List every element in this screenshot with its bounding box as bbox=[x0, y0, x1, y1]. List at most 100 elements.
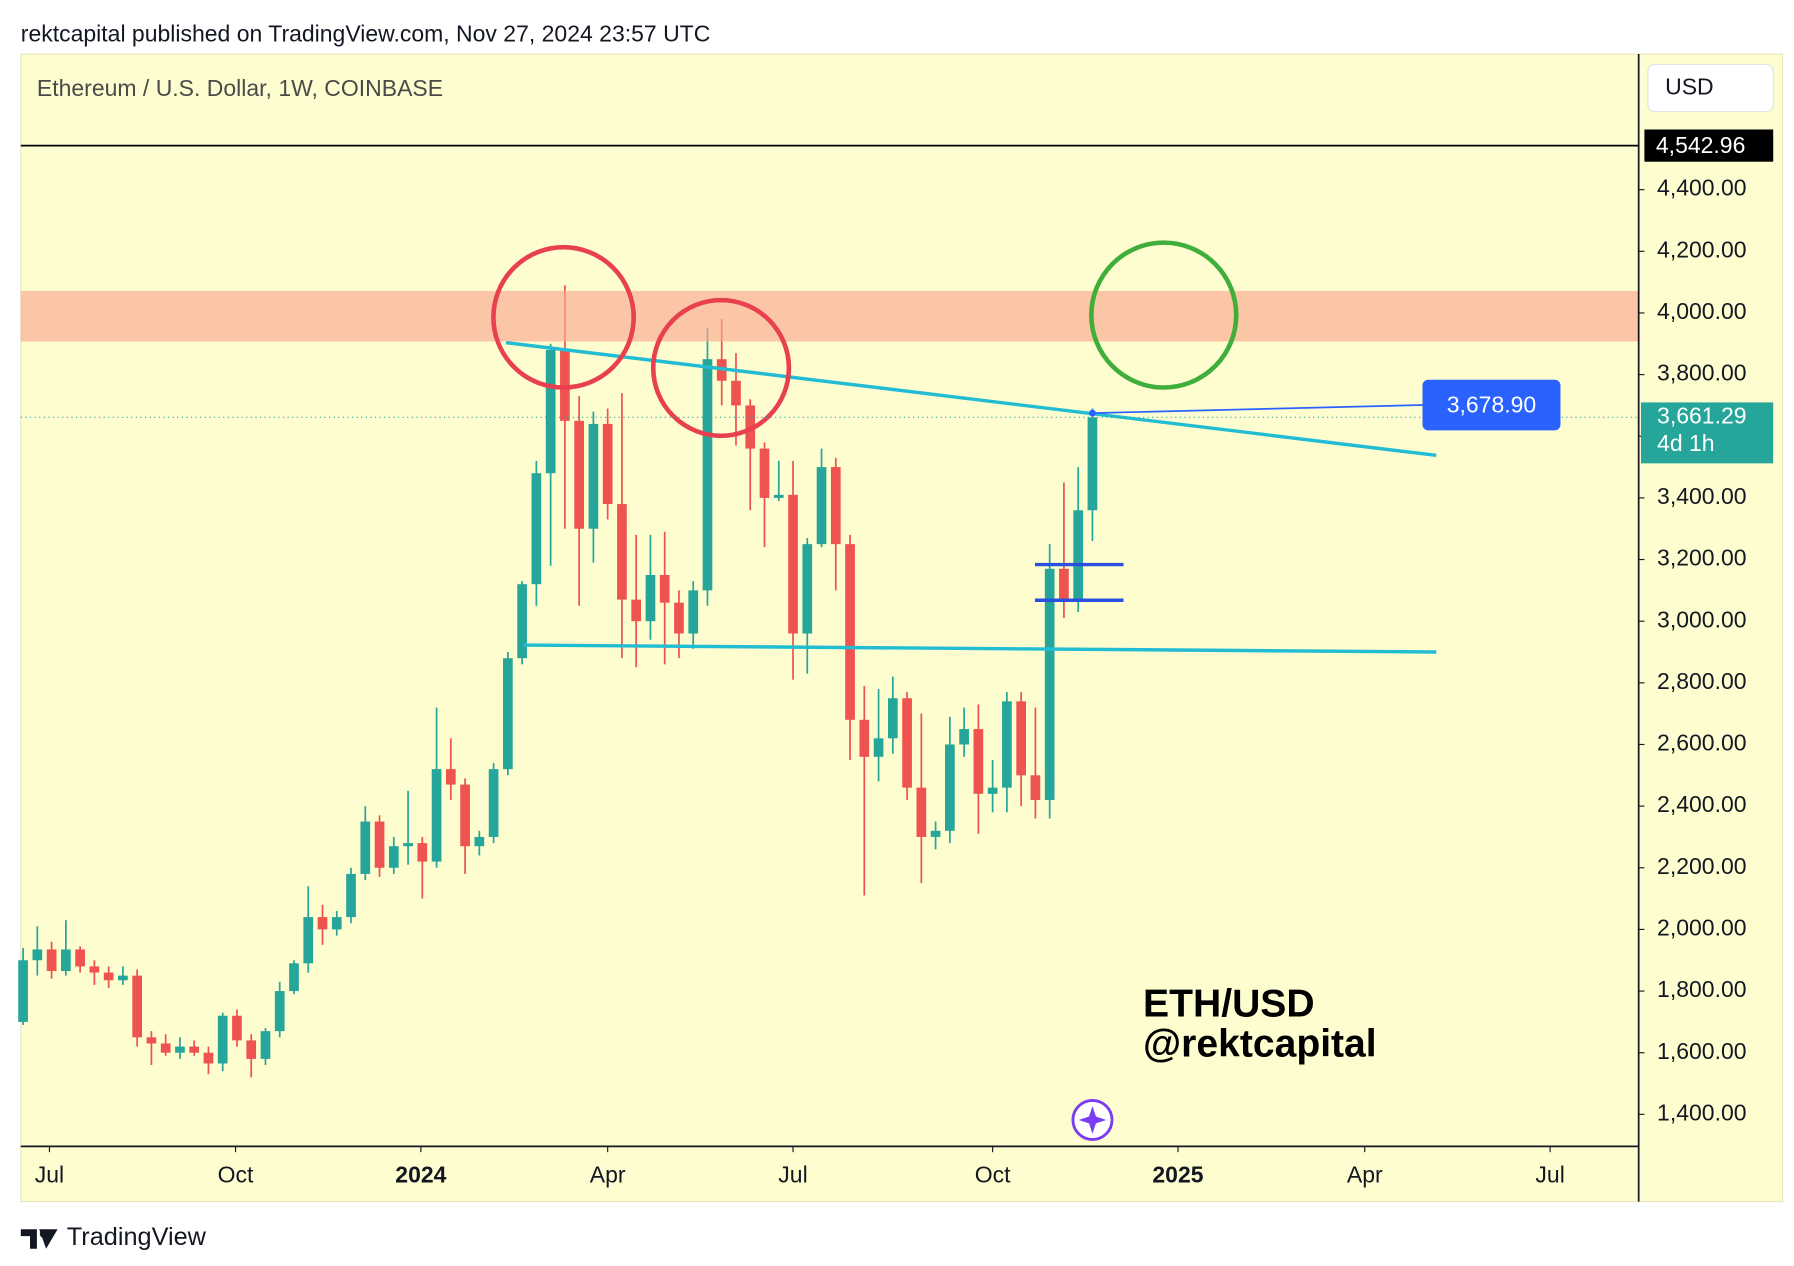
candle-body bbox=[816, 467, 827, 545]
candle-body bbox=[189, 1046, 200, 1053]
x-tick-label: 2024 bbox=[395, 1161, 446, 1187]
candle-body bbox=[830, 467, 841, 545]
y-tick-label: 3,200.00 bbox=[1657, 545, 1746, 571]
y-tick-label: 2,200.00 bbox=[1657, 853, 1746, 879]
target-label: 3,678.90 bbox=[1447, 391, 1536, 417]
x-tick-label: Apr bbox=[590, 1161, 626, 1187]
x-tick-label: Apr bbox=[1347, 1161, 1383, 1187]
y-tick-label: 1,400.00 bbox=[1657, 1099, 1746, 1125]
candle-body bbox=[674, 602, 684, 634]
y-tick-label: 3,000.00 bbox=[1657, 606, 1746, 632]
currency-button[interactable] bbox=[1647, 63, 1774, 113]
candle-body bbox=[773, 494, 784, 498]
candle-body bbox=[232, 1015, 242, 1041]
candle-body bbox=[1087, 417, 1098, 511]
candle-body bbox=[431, 769, 442, 862]
candle-body bbox=[887, 698, 898, 739]
candle-body bbox=[274, 991, 285, 1032]
candle-body bbox=[759, 448, 770, 498]
last-price-label: 3,661.29 bbox=[1657, 402, 1746, 428]
price-line-tag bbox=[1644, 129, 1774, 162]
candle-body bbox=[445, 769, 456, 785]
candle-body bbox=[945, 744, 955, 831]
candle-body bbox=[217, 1015, 228, 1064]
candle-body bbox=[802, 544, 813, 634]
currency-label: USD bbox=[1665, 74, 1714, 100]
candle-body bbox=[303, 917, 314, 964]
candle-body bbox=[103, 972, 114, 981]
plot bbox=[18, 189, 1645, 1153]
candle-body bbox=[602, 423, 613, 505]
y-tick-label: 2,600.00 bbox=[1657, 730, 1746, 756]
y-tick-label: 1,600.00 bbox=[1657, 1038, 1746, 1064]
tradingview-logo-dot bbox=[39, 1229, 48, 1238]
candle-body bbox=[260, 1031, 271, 1059]
candle-body bbox=[203, 1052, 214, 1064]
candle-body bbox=[46, 949, 57, 972]
y-tick-label: 4,000.00 bbox=[1657, 298, 1746, 324]
candle-body bbox=[118, 975, 128, 981]
candle-body bbox=[1073, 510, 1084, 600]
y-tick-label: 2,800.00 bbox=[1657, 668, 1746, 694]
target-anchor bbox=[1088, 409, 1096, 417]
candle-body bbox=[574, 420, 584, 529]
x-tick-label: 2025 bbox=[1152, 1161, 1203, 1187]
x-tick-label: Jul bbox=[778, 1161, 807, 1187]
candle-body bbox=[317, 917, 328, 930]
last-price-tag bbox=[1640, 402, 1774, 464]
candle-body bbox=[75, 949, 85, 967]
candle-body bbox=[331, 917, 342, 930]
candle-body bbox=[132, 975, 142, 1038]
candle-body bbox=[531, 473, 542, 585]
candle-body bbox=[346, 873, 356, 918]
candle-body bbox=[902, 698, 912, 788]
top-circle bbox=[650, 297, 792, 439]
x-tick-label: Oct bbox=[218, 1161, 254, 1187]
publish-header: rektcapital published on TradingView.com… bbox=[21, 21, 711, 47]
candle-body bbox=[160, 1043, 171, 1053]
candle-body bbox=[517, 584, 527, 659]
chart-area bbox=[20, 53, 1783, 1203]
y-tick-label: 1,800.00 bbox=[1657, 976, 1746, 1002]
candle-body bbox=[488, 769, 499, 837]
candle-body bbox=[859, 719, 870, 757]
candle-body bbox=[617, 504, 627, 600]
sparkle bbox=[1078, 1106, 1107, 1134]
countdown-label: 4d 1h bbox=[1657, 430, 1715, 456]
candle-body bbox=[246, 1040, 257, 1059]
candle-body bbox=[417, 843, 428, 862]
y-tick-label: 3,800.00 bbox=[1657, 360, 1746, 386]
candle-body bbox=[987, 787, 998, 794]
y-tick-label: 2,000.00 bbox=[1657, 914, 1746, 940]
x-tick-label: Jul bbox=[35, 1161, 64, 1187]
resistance-zone bbox=[20, 290, 1639, 342]
candle-body bbox=[503, 658, 513, 770]
candle-body bbox=[146, 1037, 157, 1044]
overlay bbox=[20, 144, 1639, 418]
target-tag bbox=[1422, 379, 1561, 431]
candle-body bbox=[845, 544, 855, 720]
candle-body bbox=[731, 380, 741, 406]
candle-body bbox=[873, 738, 884, 757]
candle-body bbox=[403, 843, 413, 847]
candle-body bbox=[788, 494, 798, 634]
candle-body bbox=[374, 821, 385, 868]
candle-body bbox=[175, 1046, 185, 1053]
candle-body bbox=[460, 784, 470, 847]
price-line-label: 4,542.96 bbox=[1656, 132, 1745, 158]
annotation: ETH/USD bbox=[1143, 982, 1315, 1025]
y-tick-label: 4,400.00 bbox=[1657, 175, 1746, 201]
candle-body bbox=[1030, 775, 1041, 800]
annotation: @rektcapital bbox=[1143, 1023, 1377, 1066]
candle-body bbox=[659, 574, 670, 603]
candle-body bbox=[545, 349, 556, 474]
candle-body bbox=[973, 729, 984, 794]
candle-body bbox=[1059, 568, 1069, 600]
target-circle bbox=[1089, 240, 1239, 390]
candle-body bbox=[89, 966, 100, 973]
candle-body bbox=[1002, 701, 1012, 788]
candle-body bbox=[930, 830, 941, 837]
candle-body bbox=[474, 836, 485, 847]
